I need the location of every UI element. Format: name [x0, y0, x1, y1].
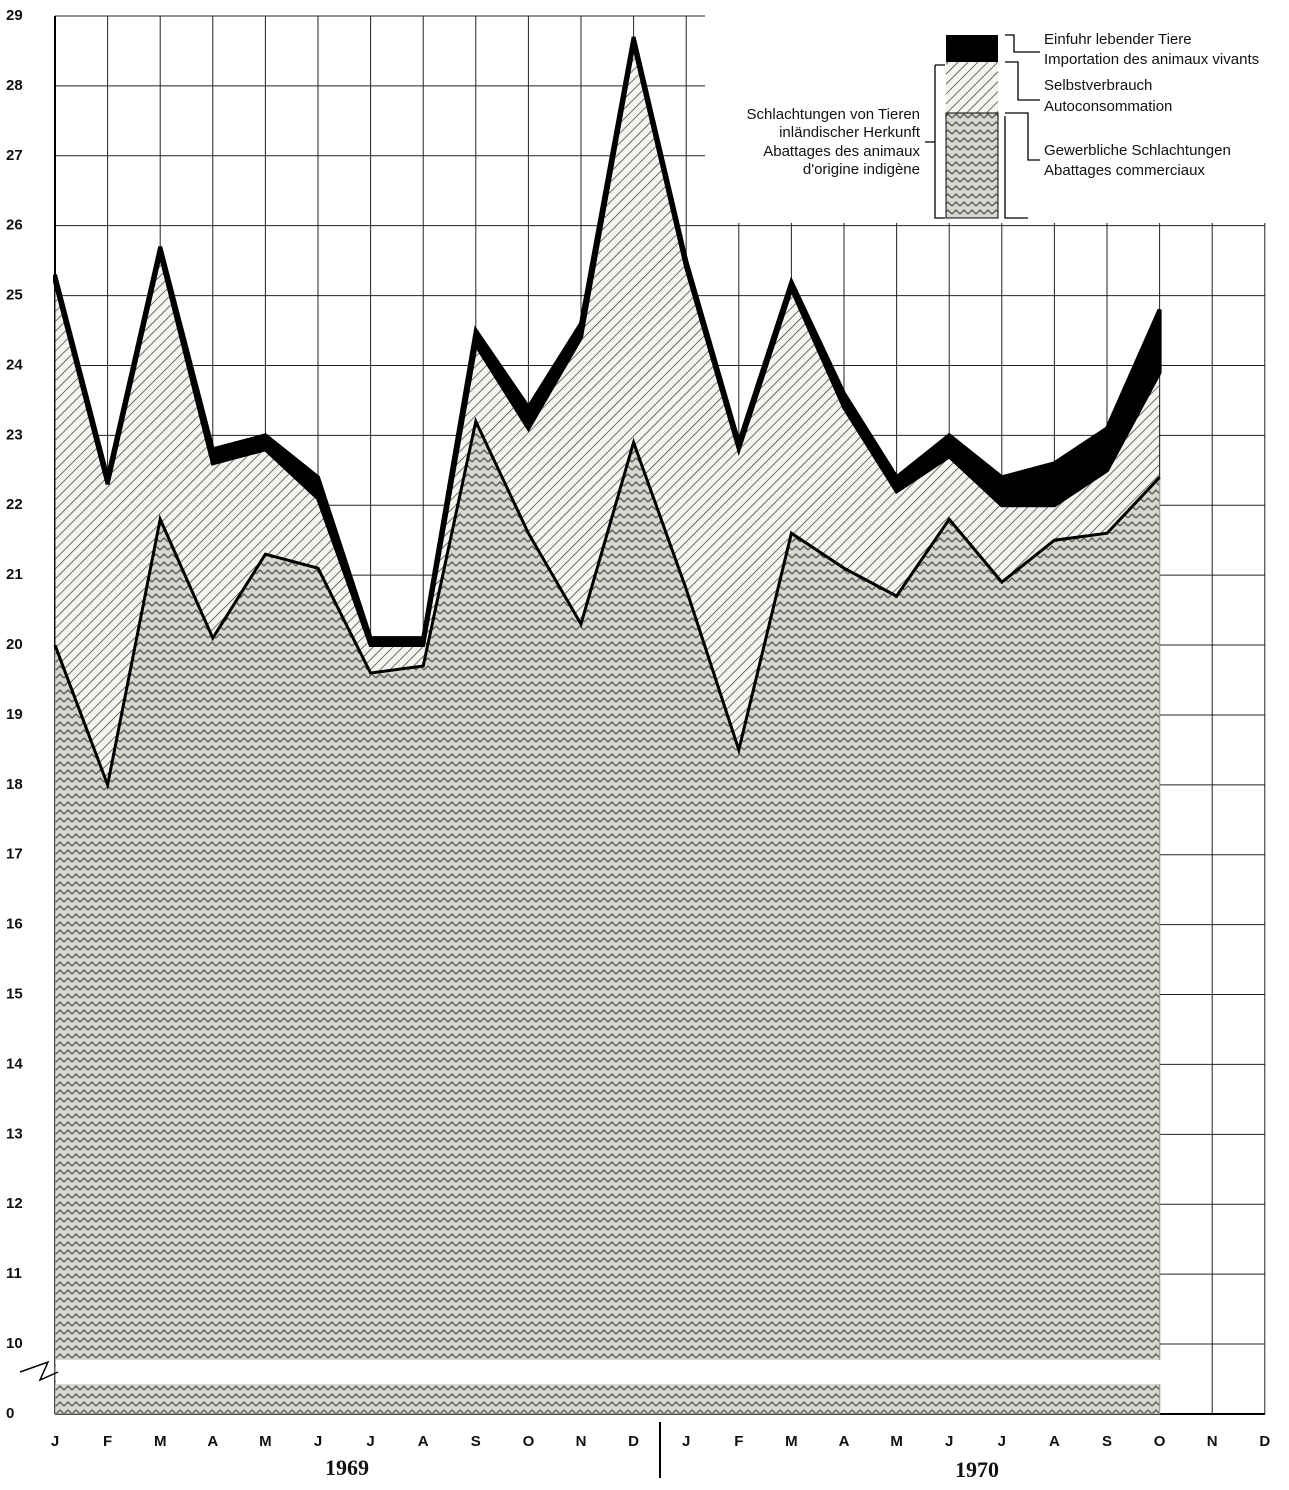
- legend: Einfuhr lebender Tiere Importation des a…: [705, 8, 1289, 223]
- y-tick-label: 20: [6, 636, 23, 653]
- x-tick-label: A: [1049, 1433, 1060, 1450]
- y-tick-label: 14: [6, 1055, 23, 1072]
- group-label: Schlachtungen von Tieren: [747, 106, 920, 123]
- y-tick-label: 28: [6, 77, 23, 94]
- legend-label: Autoconsommation: [1044, 98, 1172, 115]
- axis-break-gap: [56, 1360, 1166, 1384]
- x-tick-label: S: [1102, 1433, 1112, 1450]
- group-label: Abattages des animaux: [763, 143, 920, 160]
- year-label: 1970: [955, 1457, 999, 1482]
- x-tick-label: J: [366, 1433, 374, 1450]
- year-label: 1969: [325, 1455, 369, 1480]
- y-tick-label: 16: [6, 916, 23, 933]
- x-tick-label: F: [103, 1433, 112, 1450]
- x-tick-label: S: [471, 1433, 481, 1450]
- legend-swatch: [946, 35, 998, 62]
- x-tick-label: M: [154, 1433, 167, 1450]
- y-tick-label: 26: [6, 217, 23, 234]
- legend-swatch: [946, 62, 998, 113]
- x-tick-label: F: [734, 1433, 743, 1450]
- legend-label: Selbstverbrauch: [1044, 77, 1152, 94]
- y-tick-label: 22: [6, 496, 23, 513]
- y-tick-label: 23: [6, 426, 23, 443]
- legend-label: Gewerbliche Schlachtungen: [1044, 142, 1231, 159]
- x-tick-label: N: [576, 1433, 587, 1450]
- boundary-line: [53, 416, 1161, 791]
- x-tick-label: J: [51, 1433, 59, 1450]
- y-tick-label: 18: [6, 776, 23, 793]
- legend-brackets: [925, 34, 1040, 219]
- y-tick-label: 0: [6, 1405, 14, 1422]
- x-tick-label: M: [785, 1433, 798, 1450]
- x-tick-label: O: [523, 1433, 535, 1450]
- y-tick-label: 25: [6, 287, 23, 304]
- y-tick-label: 11: [6, 1265, 22, 1282]
- areas: [53, 36, 1162, 1415]
- y-tick-label: 24: [6, 356, 23, 373]
- x-tick-label: J: [682, 1433, 690, 1450]
- x-tick-label: A: [418, 1433, 429, 1450]
- y-tick-label: 29: [6, 7, 23, 24]
- y-tick-label: 19: [6, 706, 23, 723]
- boundary-line: [53, 43, 1161, 647]
- x-tick-label: J: [945, 1433, 953, 1450]
- y-tick-label: 12: [6, 1195, 23, 1212]
- y-tick-label: 21: [6, 566, 23, 583]
- x-tick-label: O: [1154, 1433, 1166, 1450]
- x-tick-label: M: [259, 1433, 272, 1450]
- x-tick-label: M: [890, 1433, 903, 1450]
- x-tick-label: A: [207, 1433, 218, 1450]
- x-tick-label: D: [628, 1433, 639, 1450]
- legend-label: Importation des animaux vivants: [1044, 51, 1259, 68]
- y-tick-label: 10: [6, 1335, 23, 1352]
- y-tick-label: 13: [6, 1125, 23, 1142]
- labels: 0 10 11 12 13 14 15 16 17 18 19 20 21 22 23 24 25 26 27 28 2…: [6, 7, 1270, 1450]
- legend-label: Einfuhr lebender Tiere: [1044, 31, 1192, 48]
- x-tick-label: J: [314, 1433, 322, 1450]
- y-tick-label: 17: [6, 846, 23, 863]
- x-tick-label: N: [1207, 1433, 1218, 1450]
- axis-break-mark: [19, 1360, 59, 1382]
- y-tick-label: 15: [6, 985, 23, 1002]
- legend-swatch: [945, 112, 999, 219]
- legend-label: Abattages commerciaux: [1044, 162, 1205, 179]
- x-tick-label: J: [998, 1433, 1006, 1450]
- y-tick-label: 27: [6, 147, 23, 164]
- group-label: inländischer Herkunft: [779, 124, 921, 141]
- x-tick-label: D: [1259, 1433, 1270, 1450]
- x-tick-label: A: [839, 1433, 850, 1450]
- group-label: d'origine indigène: [803, 161, 920, 178]
